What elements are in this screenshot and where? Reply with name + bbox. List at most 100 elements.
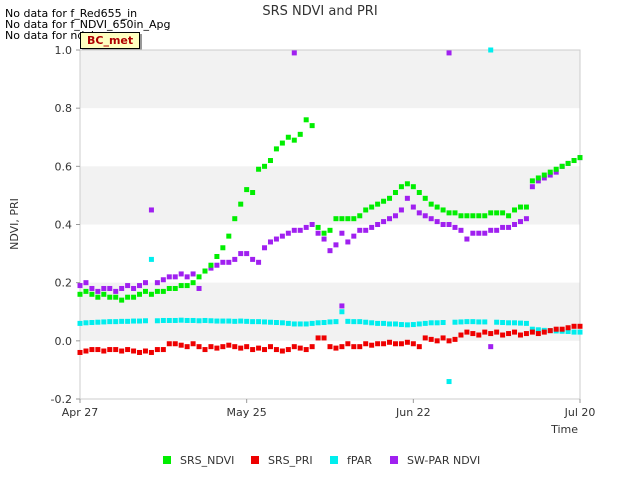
point-srs-ndvi	[226, 233, 232, 239]
point-srs-pri	[494, 329, 500, 335]
point-fpar	[262, 319, 268, 325]
point-srs-ndvi	[309, 123, 315, 129]
point-srs-ndvi	[381, 198, 387, 204]
point-fpar	[250, 319, 256, 325]
point-srs-pri	[190, 341, 196, 347]
point-srs-pri	[107, 347, 113, 353]
point-sw-par-ndvi	[101, 285, 107, 291]
point-srs-pri	[273, 347, 279, 353]
point-srs-ndvi	[89, 291, 95, 297]
point-srs-pri	[226, 342, 232, 348]
point-srs-pri	[422, 335, 428, 341]
point-fpar	[142, 318, 148, 324]
point-sw-par-ndvi	[232, 256, 238, 262]
point-srs-ndvi	[208, 262, 214, 268]
point-srs-pri	[285, 347, 291, 353]
point-srs-pri	[529, 329, 535, 335]
point-fpar	[565, 329, 571, 335]
point-fpar	[357, 319, 363, 325]
point-srs-ndvi	[279, 140, 285, 146]
point-srs-ndvi	[476, 213, 482, 219]
legend-label: fPAR	[347, 454, 372, 467]
legend-label: SRS_PRI	[268, 454, 313, 467]
point-sw-par-ndvi	[208, 265, 214, 271]
point-sw-par-ndvi	[214, 262, 220, 268]
point-srs-pri	[125, 347, 131, 353]
point-srs-ndvi	[196, 274, 202, 280]
point-srs-pri	[351, 344, 357, 350]
point-fpar	[285, 320, 291, 326]
point-srs-pri	[571, 323, 577, 329]
point-srs-pri	[131, 348, 137, 354]
point-srs-pri	[303, 347, 309, 353]
point-srs-ndvi	[77, 291, 83, 297]
point-fpar	[214, 318, 220, 324]
point-fpar	[428, 320, 434, 326]
point-srs-pri	[369, 342, 375, 348]
point-fpar	[273, 320, 279, 326]
point-fpar	[333, 319, 339, 325]
point-fpar	[154, 318, 160, 324]
point-srs-pri	[416, 344, 422, 350]
point-sw-par-ndvi	[541, 175, 547, 181]
point-srs-ndvi	[172, 285, 178, 291]
point-fpar	[434, 320, 440, 326]
point-srs-pri	[440, 335, 446, 341]
point-sw-par-ndvi	[309, 222, 315, 227]
point-srs-ndvi	[488, 210, 494, 216]
point-srs-pri	[148, 349, 154, 355]
point-sw-par-ndvi	[339, 303, 345, 309]
point-fpar	[488, 47, 494, 53]
point-srs-pri	[83, 348, 89, 354]
point-srs-ndvi	[434, 204, 440, 210]
point-srs-ndvi	[577, 155, 583, 161]
point-sw-par-ndvi	[327, 248, 333, 254]
point-srs-ndvi	[154, 288, 160, 294]
site-badge[interactable]: BC_met	[80, 32, 141, 49]
point-srs-pri	[428, 336, 434, 342]
point-srs-ndvi	[119, 297, 125, 303]
point-srs-pri	[523, 331, 529, 337]
point-srs-ndvi	[553, 166, 559, 172]
point-srs-pri	[208, 344, 214, 350]
point-sw-par-ndvi	[500, 224, 506, 230]
point-fpar	[375, 320, 381, 326]
point-fpar	[452, 319, 458, 325]
point-fpar	[571, 329, 577, 335]
point-sw-par-ndvi	[482, 230, 488, 236]
point-fpar	[470, 319, 476, 325]
point-srs-ndvi	[464, 213, 470, 219]
point-sw-par-ndvi	[428, 216, 434, 222]
point-srs-pri	[387, 339, 393, 345]
band-0	[80, 50, 580, 109]
point-srs-ndvi	[506, 213, 512, 219]
point-sw-par-ndvi	[488, 344, 494, 350]
x-axis-label: Time	[550, 423, 578, 436]
point-fpar	[351, 319, 357, 325]
point-srs-ndvi	[369, 204, 375, 210]
point-sw-par-ndvi	[422, 213, 428, 219]
point-srs-pri	[410, 341, 416, 347]
point-srs-ndvi	[190, 280, 196, 286]
point-srs-ndvi	[297, 131, 303, 137]
point-srs-pri	[446, 338, 452, 344]
point-srs-pri	[101, 348, 107, 354]
point-sw-par-ndvi	[464, 236, 470, 242]
point-srs-pri	[309, 344, 315, 350]
point-sw-par-ndvi	[125, 283, 131, 289]
y-tick-label: 0.8	[55, 102, 73, 115]
point-srs-ndvi	[339, 216, 345, 222]
point-fpar	[279, 320, 285, 326]
point-srs-pri	[500, 332, 506, 338]
point-sw-par-ndvi	[446, 222, 452, 227]
point-srs-ndvi	[512, 207, 518, 213]
point-sw-par-ndvi	[345, 239, 351, 245]
point-fpar	[160, 317, 166, 323]
point-sw-par-ndvi	[303, 224, 309, 230]
x-tick-label: Jul 20	[564, 406, 596, 419]
point-sw-par-ndvi	[392, 213, 398, 219]
point-srs-pri	[488, 331, 494, 337]
point-sw-par-ndvi	[238, 251, 244, 257]
point-sw-par-ndvi	[220, 259, 226, 265]
point-sw-par-ndvi	[375, 222, 381, 227]
